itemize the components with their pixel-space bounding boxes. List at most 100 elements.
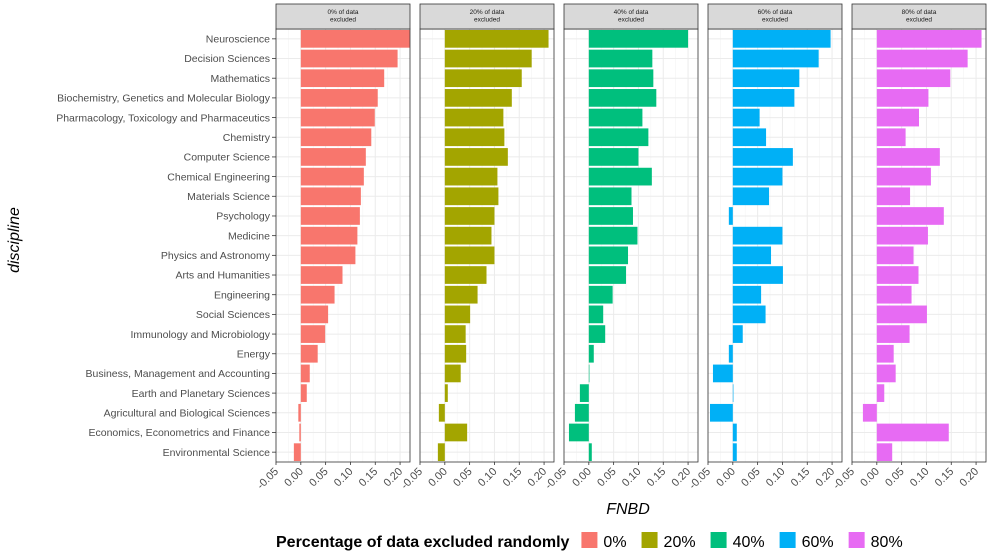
category-label: Physics and Astronomy [161,250,271,262]
bar-40-materials-science [588,187,632,206]
facet-strip-label: excluded [762,17,788,24]
x-tick-label: 0.00 [426,466,450,490]
facet-strip-label: 40% of data [614,9,649,16]
x-tick-label: 0.10 [332,466,356,490]
bar-80-pharmacology-toxicology-and-pharmaceutics [876,108,919,127]
bar-20-business-management-and-accounting [444,364,461,383]
legend-label-40: 40% [733,534,765,551]
bar-40-pharmacology-toxicology-and-pharmaceutics [588,108,643,127]
bar-60-chemistry [732,128,767,147]
bar-0-medicine [300,226,358,245]
legend-key-40 [710,532,727,548]
bar-0-physics-and-astronomy [300,246,356,265]
bar-80-chemistry [876,128,906,147]
legend-key-60 [779,532,796,548]
bar-80-medicine [876,226,928,245]
bar-20-mathematics [444,69,522,88]
x-tick-label: 0.05 [739,466,763,490]
x-tick-label: 0.00 [858,466,882,490]
bar-20-decision-sciences [444,49,532,68]
bar-40-chemistry [588,128,649,147]
x-tick-label: 0.15 [645,466,669,490]
bar-0-mathematics [300,69,385,88]
facet-strip-label: 80% of data [902,9,937,16]
category-label: Immunology and Microbiology [131,329,271,341]
bar-60-psychology [728,207,733,225]
x-tick-label: 0.05 [307,466,331,490]
bar-20-biochemistry-genetics-and-molecular-biology [444,89,512,107]
legend-title: Percentage of data excluded randomly [276,534,570,551]
bar-20-psychology [444,207,495,225]
bar-20-physics-and-astronomy [444,246,495,265]
bar-60-environmental-science [732,443,737,462]
bar-60-chemical-engineering [732,167,783,186]
x-tick-label: -0.05 [255,466,281,492]
bar-0-pharmacology-toxicology-and-pharmaceutics [300,108,375,127]
bar-60-decision-sciences [732,49,819,68]
bar-0-psychology [300,207,360,225]
bar-40-decision-sciences [588,49,653,68]
facet-strip [851,3,987,30]
legend-key-20 [641,532,658,548]
facet-strip-label: 60% of data [758,9,793,16]
bar-80-energy [876,344,894,363]
x-tick-label: 0.00 [714,466,738,490]
facet-strip-label: excluded [906,17,932,24]
x-axis-title: FNBD [606,501,650,518]
bar-80-materials-science [876,187,911,206]
bar-80-earth-and-planetary-sciences [876,384,885,402]
bar-80-arts-and-humanities [876,266,919,284]
facet-strip-label: excluded [618,17,644,24]
bar-0-arts-and-humanities [300,266,343,284]
bar-0-business-management-and-accounting [300,364,310,383]
legend-label-80: 80% [871,534,903,551]
facet-strip-label: 20% of data [470,9,505,16]
bar-20-social-sciences [444,305,471,324]
bar-60-earth-and-planetary-sciences [732,384,734,402]
category-label: Chemical Engineering [167,171,270,183]
x-tick-label: 0.10 [908,466,932,490]
x-tick-label: -0.05 [831,466,857,492]
bar-40-medicine [588,226,638,245]
bar-40-social-sciences [588,305,604,324]
bar-60-energy [728,344,733,363]
category-label: Energy [237,348,271,360]
bar-20-neuroscience [444,29,549,48]
x-tick-label: -0.05 [687,466,713,492]
bar-80-biochemistry-genetics-and-molecular-biology [876,89,929,107]
category-label: Agricultural and Biological Sciences [104,407,270,419]
bar-60-immunology-and-microbiology [732,325,743,343]
legend-label-20: 20% [664,534,696,551]
bar-20-medicine [444,226,492,245]
bar-0-environmental-science [293,443,301,462]
bar-0-computer-science [300,148,366,166]
bar-60-economics-econometrics-and-finance [732,423,737,442]
bar-60-biochemistry-genetics-and-molecular-biology [732,89,795,107]
category-label: Mathematics [210,73,270,85]
bar-20-agricultural-and-biological-sciences [438,403,445,422]
bar-0-economics-econometrics-and-finance [299,423,301,442]
category-label: Earth and Planetary Sciences [132,388,270,400]
bar-40-neuroscience [588,29,689,48]
bar-80-mathematics [876,69,951,88]
bar-20-energy [444,344,467,363]
bar-80-environmental-science [876,443,893,462]
category-label: Social Sciences [196,309,270,321]
facet-strip-label: excluded [474,17,500,24]
bar-80-chemical-engineering [876,167,931,186]
bar-40-immunology-and-microbiology [588,325,606,343]
bar-60-physics-and-astronomy [732,246,772,265]
bar-0-engineering [300,285,335,304]
legend-label-60: 60% [802,534,834,551]
category-label: Biochemistry, Genetics and Molecular Bio… [57,93,271,105]
bar-40-agricultural-and-biological-sciences [574,403,589,422]
bar-40-economics-econometrics-and-finance [568,423,589,442]
bar-80-physics-and-astronomy [876,246,914,265]
category-labels: Neuroscience Decision Sciences Mathematics… [56,34,276,459]
bar-20-computer-science [444,148,508,166]
legend-key-80 [848,532,865,548]
x-tick-label: -0.05 [399,466,425,492]
